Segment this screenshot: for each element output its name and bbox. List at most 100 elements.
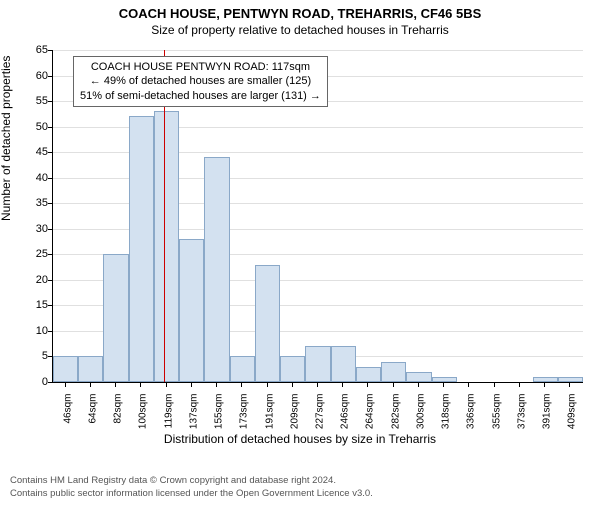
x-tick-mark (317, 383, 318, 387)
histogram-bar (381, 362, 406, 382)
y-tick-mark (48, 76, 52, 77)
y-tick-label: 20 (8, 274, 48, 286)
x-tick-label: 282sqm (390, 394, 401, 444)
gridline (53, 50, 583, 51)
x-tick-label: 373sqm (516, 394, 527, 444)
x-tick-label: 191sqm (264, 394, 275, 444)
histogram-bar (406, 372, 431, 382)
histogram-bar (533, 377, 558, 382)
x-tick-mark (468, 383, 469, 387)
x-tick-label: 209sqm (289, 394, 300, 444)
x-tick-mark (519, 383, 520, 387)
x-tick-mark (494, 383, 495, 387)
histogram-bar (204, 157, 229, 382)
histogram-bar (179, 239, 204, 382)
histogram-bar (280, 356, 305, 382)
histogram-bar (255, 265, 280, 382)
plot-area: COACH HOUSE PENTWYN ROAD: 117sqm ← 49% o… (52, 50, 583, 383)
x-tick-mark (140, 383, 141, 387)
y-tick-label: 10 (8, 325, 48, 337)
y-tick-mark (48, 382, 52, 383)
footer-line1: Contains HM Land Registry data © Crown c… (10, 475, 373, 487)
footer-line2: Contains public sector information licen… (10, 488, 373, 500)
y-tick-mark (48, 152, 52, 153)
histogram-bar (331, 346, 356, 382)
histogram-bar (356, 367, 381, 382)
x-tick-label: 119sqm (163, 394, 174, 444)
x-tick-mark (90, 383, 91, 387)
histogram-bar (558, 377, 583, 382)
x-tick-mark (115, 383, 116, 387)
x-tick-label: 336sqm (466, 394, 477, 444)
y-tick-mark (48, 254, 52, 255)
y-tick-label: 50 (8, 121, 48, 133)
x-tick-mark (216, 383, 217, 387)
x-tick-mark (166, 383, 167, 387)
y-tick-mark (48, 203, 52, 204)
y-tick-mark (48, 331, 52, 332)
y-tick-label: 5 (8, 350, 48, 362)
y-tick-mark (48, 101, 52, 102)
histogram-bar (129, 116, 154, 382)
chart-title-sub: Size of property relative to detached ho… (0, 23, 600, 37)
x-tick-mark (267, 383, 268, 387)
y-tick-label: 0 (8, 376, 48, 388)
x-tick-mark (393, 383, 394, 387)
y-tick-mark (48, 127, 52, 128)
histogram-bar (230, 356, 255, 382)
annotation-box: COACH HOUSE PENTWYN ROAD: 117sqm ← 49% o… (73, 56, 328, 107)
x-tick-label: 100sqm (138, 394, 149, 444)
x-tick-label: 355sqm (491, 394, 502, 444)
y-tick-mark (48, 50, 52, 51)
y-tick-label: 40 (8, 172, 48, 184)
y-tick-label: 45 (8, 146, 48, 158)
y-tick-mark (48, 356, 52, 357)
x-tick-label: 391sqm (542, 394, 553, 444)
x-tick-mark (65, 383, 66, 387)
chart-container: Number of detached properties COACH HOUS… (0, 44, 600, 449)
y-tick-mark (48, 229, 52, 230)
y-tick-label: 15 (8, 299, 48, 311)
x-tick-label: 64sqm (87, 394, 98, 444)
y-tick-label: 30 (8, 223, 48, 235)
x-tick-mark (418, 383, 419, 387)
x-tick-mark (342, 383, 343, 387)
x-tick-label: 82sqm (113, 394, 124, 444)
x-tick-label: 318sqm (441, 394, 452, 444)
x-tick-label: 46sqm (62, 394, 73, 444)
x-tick-label: 137sqm (188, 394, 199, 444)
y-tick-label: 25 (8, 248, 48, 260)
histogram-bar (305, 346, 330, 382)
histogram-bar (78, 356, 103, 382)
y-tick-label: 60 (8, 70, 48, 82)
x-tick-mark (241, 383, 242, 387)
y-tick-mark (48, 280, 52, 281)
histogram-bar (432, 377, 457, 382)
chart-title-main: COACH HOUSE, PENTWYN ROAD, TREHARRIS, CF… (0, 6, 600, 21)
x-tick-mark (569, 383, 570, 387)
histogram-bar (53, 356, 78, 382)
histogram-bar (154, 111, 179, 382)
histogram-bar (103, 254, 128, 382)
x-tick-label: 227sqm (315, 394, 326, 444)
x-tick-label: 409sqm (567, 394, 578, 444)
y-tick-mark (48, 178, 52, 179)
y-tick-label: 55 (8, 95, 48, 107)
x-tick-label: 173sqm (239, 394, 250, 444)
x-tick-mark (443, 383, 444, 387)
annotation-line1: COACH HOUSE PENTWYN ROAD: 117sqm (80, 60, 321, 74)
x-tick-mark (191, 383, 192, 387)
x-tick-label: 264sqm (365, 394, 376, 444)
x-tick-mark (367, 383, 368, 387)
annotation-line3: 51% of semi-detached houses are larger (… (80, 89, 321, 103)
y-tick-label: 35 (8, 197, 48, 209)
x-tick-mark (544, 383, 545, 387)
y-tick-label: 65 (8, 44, 48, 56)
annotation-line2: ← 49% of detached houses are smaller (12… (80, 74, 321, 88)
x-tick-label: 246sqm (340, 394, 351, 444)
x-tick-mark (292, 383, 293, 387)
x-tick-label: 300sqm (415, 394, 426, 444)
footer-attribution: Contains HM Land Registry data © Crown c… (10, 475, 373, 500)
y-tick-mark (48, 305, 52, 306)
x-tick-label: 155sqm (214, 394, 225, 444)
